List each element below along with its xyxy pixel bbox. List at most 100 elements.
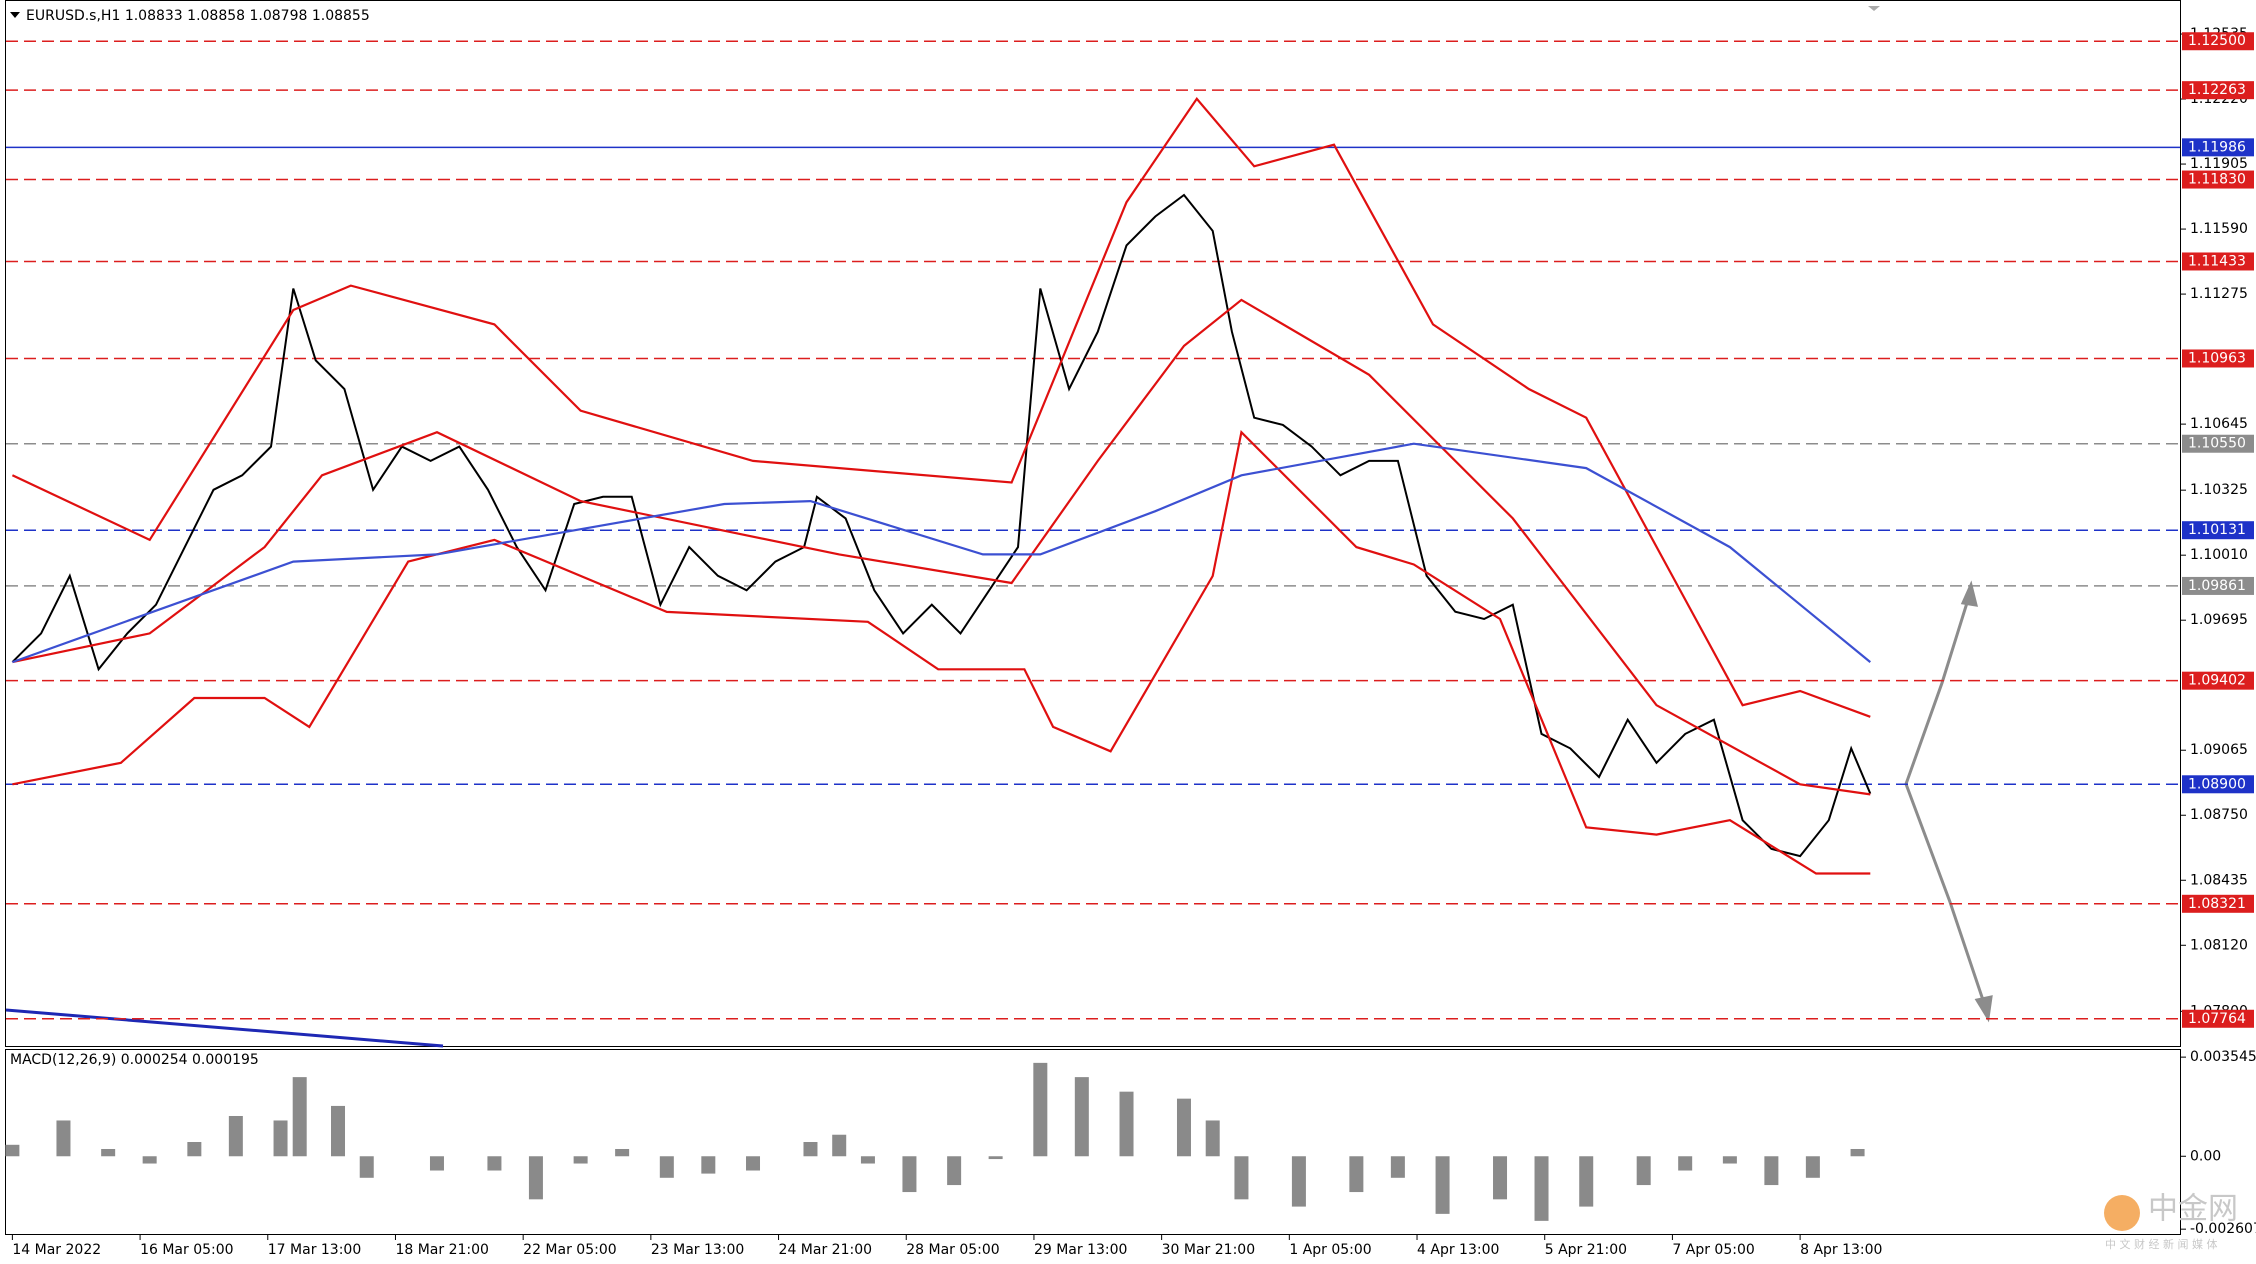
macd-bar (659, 1156, 674, 1178)
level-label: 1.12263 (2188, 82, 2246, 98)
level-label-box (2182, 81, 2254, 100)
x-tick-label: 4 Apr 13:00 (1417, 1242, 1499, 1258)
level-label-box (2182, 521, 2254, 540)
y-tick-label: 1.09065 (2190, 742, 2248, 758)
macd-bar (1176, 1098, 1191, 1157)
macd-bar (1074, 1077, 1089, 1157)
x-tick-label: 23 Mar 13:00 (651, 1242, 744, 1258)
x-tick-label: 18 Mar 21:00 (395, 1242, 488, 1258)
x-tick-label: 16 Mar 05:00 (140, 1242, 233, 1258)
indicator-line (12, 298, 1871, 796)
x-tick-label: 1 Apr 05:00 (1289, 1242, 1371, 1258)
y-tick-label: 1.08120 (2190, 937, 2248, 953)
up-arrow (1904, 589, 1973, 785)
macd-bar (746, 1156, 761, 1171)
y-tick-label: 1.10325 (2190, 482, 2248, 498)
macd-bar (701, 1156, 716, 1174)
arrow-head (1974, 995, 1993, 1023)
forecast-arrows (1904, 580, 1993, 1023)
macd-bar (292, 1077, 307, 1157)
x-tick-label: 24 Mar 21:00 (779, 1242, 872, 1258)
watermark-text: 中金网 (2148, 1192, 2238, 1227)
macd-bar (832, 1134, 847, 1157)
macd-bar (1234, 1156, 1249, 1200)
macd-bar (187, 1142, 202, 1157)
macd-bar (1678, 1156, 1693, 1171)
macd-bar (142, 1156, 157, 1164)
macd-bar (1722, 1156, 1737, 1164)
macd-bar (1390, 1156, 1405, 1178)
y-tick-label: 0.003545 (2190, 1049, 2256, 1065)
level-label: 1.09402 (2188, 673, 2246, 689)
level-label-box (2182, 349, 2254, 368)
macd-bar (5, 1144, 20, 1157)
watermark: 中金网 中 文 财 经 新 闻 媒 体 (2104, 1192, 2238, 1251)
macd-bar (1349, 1156, 1364, 1193)
x-tick-label: 30 Mar 21:00 (1162, 1242, 1255, 1258)
level-label-box (2182, 170, 2254, 189)
macd-bar (331, 1105, 346, 1157)
indicator-line (12, 442, 1871, 664)
menu-triangle[interactable] (10, 12, 20, 18)
level-label: 1.11986 (2188, 139, 2246, 155)
y-tick-label: 1.08750 (2190, 807, 2248, 823)
x-tick-label: 29 Mar 13:00 (1034, 1242, 1127, 1258)
level-label: 1.10550 (2188, 436, 2246, 452)
macd-bar (803, 1142, 818, 1157)
macd-bar (1534, 1156, 1549, 1221)
macd-bar (1636, 1156, 1651, 1186)
x-tick-label: 17 Mar 13:00 (268, 1242, 361, 1258)
y-tick-label: -0.002607 (2190, 1221, 2256, 1237)
indicator-line (11, 96, 1871, 718)
macd-bar (573, 1156, 588, 1164)
level-label-box (2182, 671, 2254, 690)
macd-bar (1805, 1156, 1820, 1178)
macd-title: MACD(12,26,9) 0.000254 0.000195 (10, 1052, 259, 1068)
shift-marker (1868, 6, 1880, 11)
level-label: 1.09861 (2188, 578, 2246, 594)
indicator-line (12, 429, 1871, 875)
macd-bar (1435, 1156, 1450, 1214)
macd-bar (1033, 1062, 1048, 1157)
price-line (11, 193, 1872, 858)
macd-bar (902, 1156, 917, 1193)
arrow-head (1960, 580, 1979, 607)
x-tick-label: 14 Mar 2022 (12, 1242, 101, 1258)
level-label: 1.08900 (2188, 776, 2246, 792)
level-label-box (2182, 138, 2254, 157)
down-arrow (1904, 783, 1989, 1013)
y-tick-label: 1.10645 (2190, 416, 2248, 432)
macd-bar (228, 1115, 243, 1157)
x-tick-label: 28 Mar 05:00 (906, 1242, 999, 1258)
y-tick-label: 1.08435 (2190, 872, 2248, 888)
macd-bar (101, 1148, 116, 1157)
y-tick-label: 1.10010 (2190, 547, 2248, 563)
level-label: 1.12500 (2188, 33, 2246, 49)
macd-bar (860, 1156, 875, 1164)
y-tick-label: 1.11590 (2190, 221, 2248, 237)
x-tick-label: 8 Apr 13:00 (1800, 1242, 1882, 1258)
main-panel (5, 0, 2181, 1047)
level-label-box (2182, 434, 2254, 453)
level-label: 1.11433 (2188, 253, 2246, 269)
macd-bar (1291, 1156, 1306, 1207)
level-label-box (2182, 894, 2254, 913)
x-tick-label: 22 Mar 05:00 (523, 1242, 616, 1258)
macd-bar (359, 1156, 374, 1178)
macd-bar (487, 1156, 502, 1171)
level-label-box (2182, 1009, 2254, 1028)
y-tick-label: 1.09695 (2190, 612, 2248, 628)
macd-bar (947, 1156, 962, 1186)
macd-bar (273, 1120, 288, 1157)
level-label-box (2182, 775, 2254, 794)
level-label-box (2182, 576, 2254, 595)
macd-bar (1850, 1148, 1865, 1157)
macd-bar (1764, 1156, 1779, 1186)
macd-bar (1579, 1156, 1594, 1207)
macd-bar (615, 1148, 630, 1157)
x-tick-label: 5 Apr 21:00 (1545, 1242, 1627, 1258)
level-label: 1.10131 (2188, 522, 2246, 538)
